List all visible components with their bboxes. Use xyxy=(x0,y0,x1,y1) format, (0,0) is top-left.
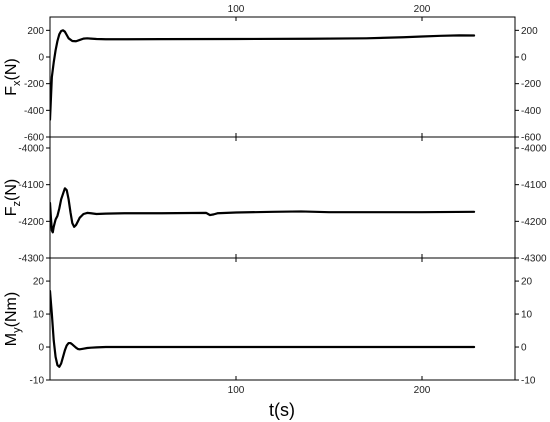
y-tick-label-right: -10 xyxy=(521,376,536,387)
y-tick-label-left: -400 xyxy=(24,106,44,117)
panel-frame-my xyxy=(49,257,516,381)
x-tick-label-bottom: 200 xyxy=(414,385,431,396)
y-axis-label-fx: Fx(N) xyxy=(3,58,23,96)
y-axis-label-unit: (N) xyxy=(3,58,20,80)
x-axis-label: t(s) xyxy=(269,400,295,420)
y-tick-label-right: -4200 xyxy=(521,217,547,228)
y-axis-label-subscript: y xyxy=(11,327,23,333)
y-axis-label-fz: Fz(N) xyxy=(3,179,23,217)
y-tick-label-left: -4000 xyxy=(18,144,44,155)
panel-fx: 200 200 0 0 -200 -200 -400 -400 -600 -600 Fx(N) xyxy=(3,16,541,144)
y-tick-label-right: -600 xyxy=(521,133,541,144)
y-tick-label-left: 20 xyxy=(33,277,45,288)
y-axis-label-main: F xyxy=(3,206,20,216)
y-tick-label-left: -4300 xyxy=(18,254,44,265)
panel-my: 20 20 10 10 0 0 -10 -10 My(Nm) xyxy=(3,257,536,387)
y-tick-label-right: -4300 xyxy=(521,254,547,265)
y-tick-label-right: -4100 xyxy=(521,180,547,191)
y-axis-label-unit: (Nm) xyxy=(3,292,20,328)
y-tick-label-right: -400 xyxy=(521,106,541,117)
y-tick-label-left: -4100 xyxy=(18,180,44,191)
y-axis-label-main: F xyxy=(3,86,20,96)
y-tick-label-left: -200 xyxy=(24,79,44,90)
y-tick-label-right: 10 xyxy=(521,310,533,321)
x-tick-label-top: 100 xyxy=(228,4,245,15)
y-tick-label-right: -200 xyxy=(521,79,541,90)
y-tick-label-right: 20 xyxy=(521,277,533,288)
series-line-fx xyxy=(50,29,476,121)
y-tick-label-left: -4200 xyxy=(18,217,44,228)
y-tick-label-left: -600 xyxy=(24,133,44,144)
y-tick-label-right: -4000 xyxy=(521,144,547,155)
y-tick-label-left: -10 xyxy=(30,376,45,387)
y-tick-label-right: 200 xyxy=(521,26,538,37)
x-tick-label-top: 200 xyxy=(414,4,431,15)
y-axis-label-main: M xyxy=(3,333,20,346)
panel-fz: -4000 -4000 -4100 -4100 -4200 -4200 -4300 -4300… xyxy=(3,136,547,265)
y-tick-label-right: 0 xyxy=(521,343,527,354)
y-axis-label-subscript: z xyxy=(11,201,23,207)
y-tick-label-right: 0 xyxy=(521,53,527,64)
y-axis-label-subscript: x xyxy=(11,80,23,86)
y-axis-label-my: My(Nm) xyxy=(3,292,23,346)
panel-frame-fz xyxy=(49,136,516,259)
series-line-fz xyxy=(50,187,476,234)
series-line-my xyxy=(50,289,476,368)
y-tick-label-left: 0 xyxy=(38,343,44,354)
y-tick-label-left: 0 xyxy=(38,53,44,64)
x-tick-label-bottom: 100 xyxy=(228,385,245,396)
y-tick-label-left: 10 xyxy=(33,310,45,321)
y-tick-label-left: 200 xyxy=(27,26,44,37)
y-axis-label-unit: (N) xyxy=(3,179,20,201)
